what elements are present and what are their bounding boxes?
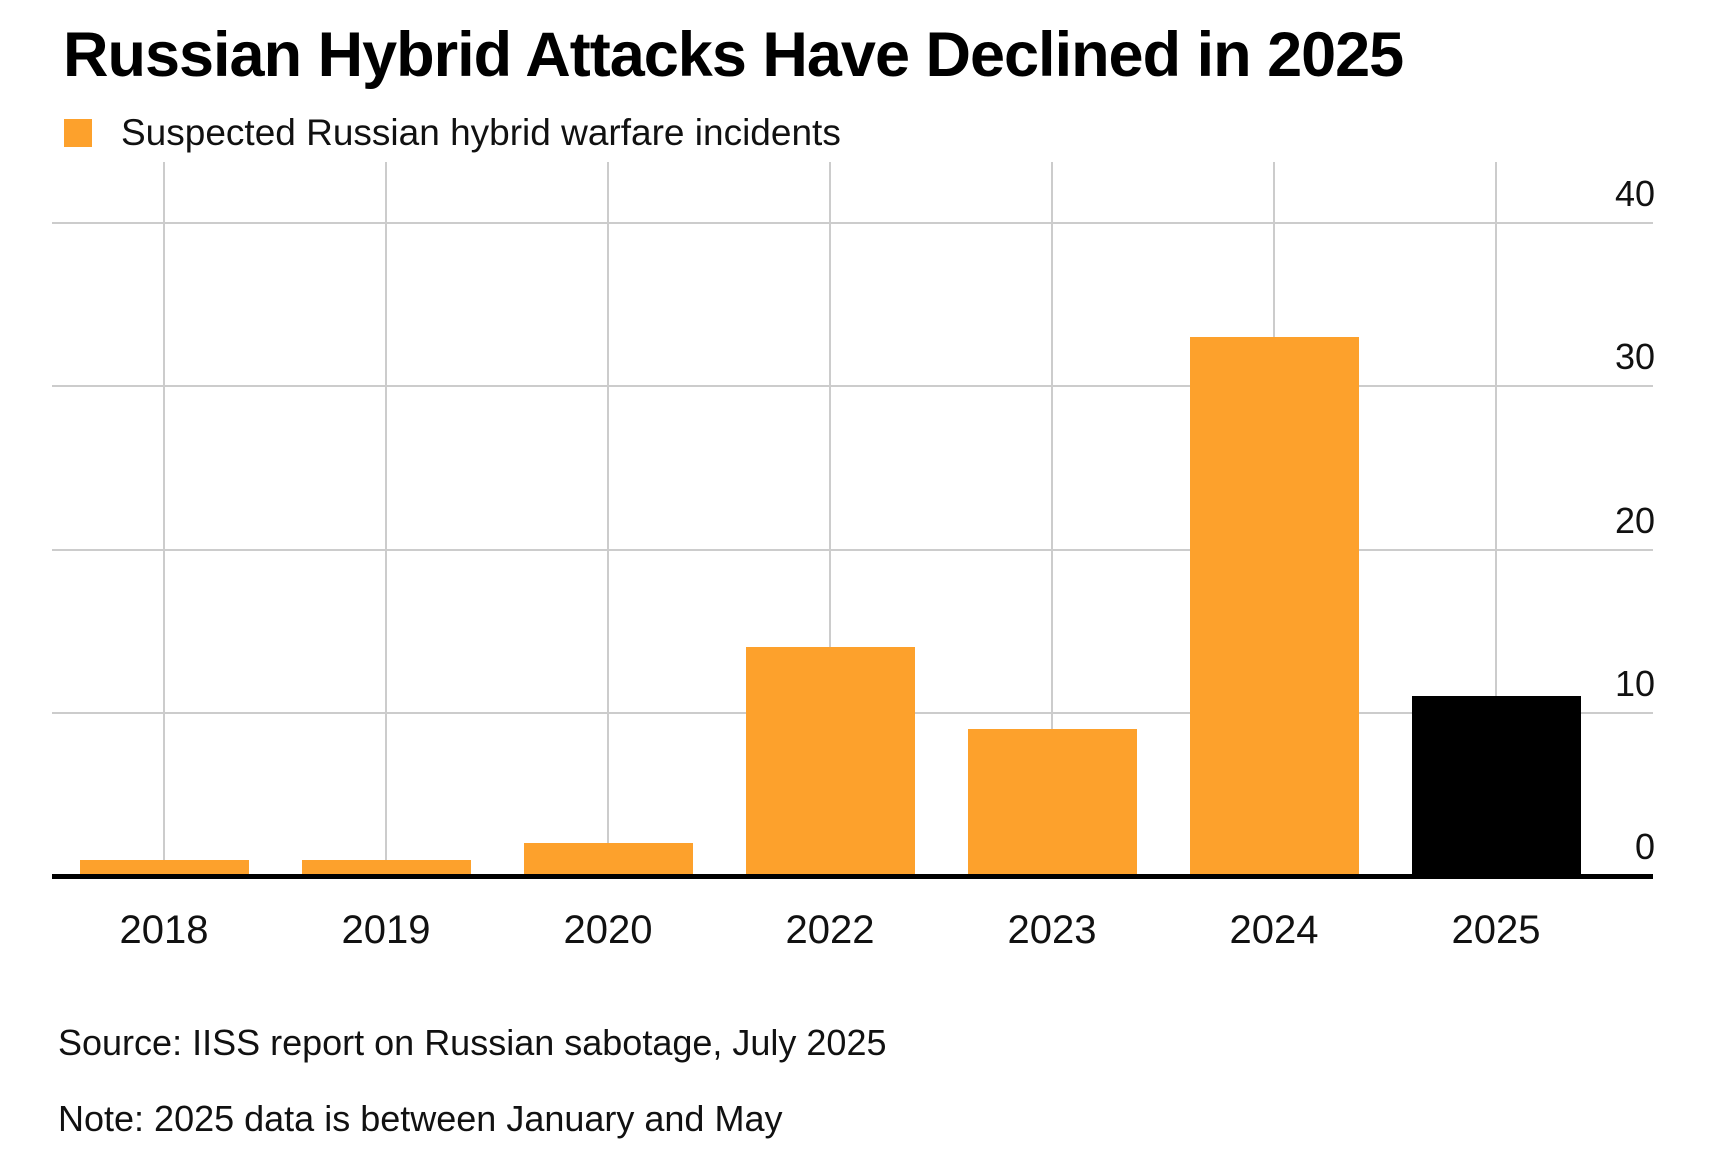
vertical-gridline bbox=[385, 162, 387, 874]
bar-2020 bbox=[523, 843, 693, 876]
x-axis-label-2022: 2022 bbox=[785, 908, 875, 952]
legend: Suspected Russian hybrid warfare inciden… bbox=[64, 112, 841, 154]
x-axis-label-2023: 2023 bbox=[1007, 908, 1097, 952]
horizontal-gridline bbox=[52, 222, 1653, 224]
vertical-gridline bbox=[1495, 162, 1497, 874]
chart-title: Russian Hybrid Attacks Have Declined in … bbox=[63, 20, 1404, 90]
vertical-gridline bbox=[829, 162, 831, 874]
vertical-gridline bbox=[163, 162, 165, 874]
y-axis-tick-label: 40 bbox=[1614, 173, 1655, 214]
note-text: Note: 2025 data is between January and M… bbox=[58, 1098, 783, 1139]
bar-2025 bbox=[1411, 696, 1581, 876]
legend-swatch-square-icon bbox=[64, 119, 92, 147]
x-axis-line bbox=[52, 874, 1653, 879]
bar-2019 bbox=[301, 859, 471, 876]
bar-2018 bbox=[79, 859, 249, 876]
source-text: Source: IISS report on Russian sabotage,… bbox=[58, 1022, 887, 1063]
x-axis-label-2018: 2018 bbox=[119, 908, 209, 952]
bar-2023 bbox=[967, 729, 1137, 876]
x-axis-label-2025: 2025 bbox=[1451, 908, 1541, 952]
bar-2024 bbox=[1189, 337, 1359, 876]
horizontal-gridline bbox=[52, 548, 1653, 551]
y-axis-tick-label: 30 bbox=[1614, 336, 1655, 378]
bar-2022 bbox=[745, 647, 915, 876]
horizontal-gridline bbox=[52, 385, 1653, 388]
y-axis-tick-label: 20 bbox=[1614, 499, 1655, 541]
x-axis-label-2020: 2020 bbox=[563, 908, 653, 952]
vertical-gridline bbox=[607, 162, 609, 874]
y-axis-tick-label: 0 bbox=[1634, 826, 1655, 867]
x-axis-label-2024: 2024 bbox=[1229, 908, 1319, 952]
x-axis-label-2019: 2019 bbox=[341, 908, 431, 952]
vertical-gridline bbox=[1051, 162, 1053, 874]
y-axis-tick-label: 10 bbox=[1614, 662, 1655, 704]
legend-label: Suspected Russian hybrid warfare inciden… bbox=[121, 112, 841, 153]
